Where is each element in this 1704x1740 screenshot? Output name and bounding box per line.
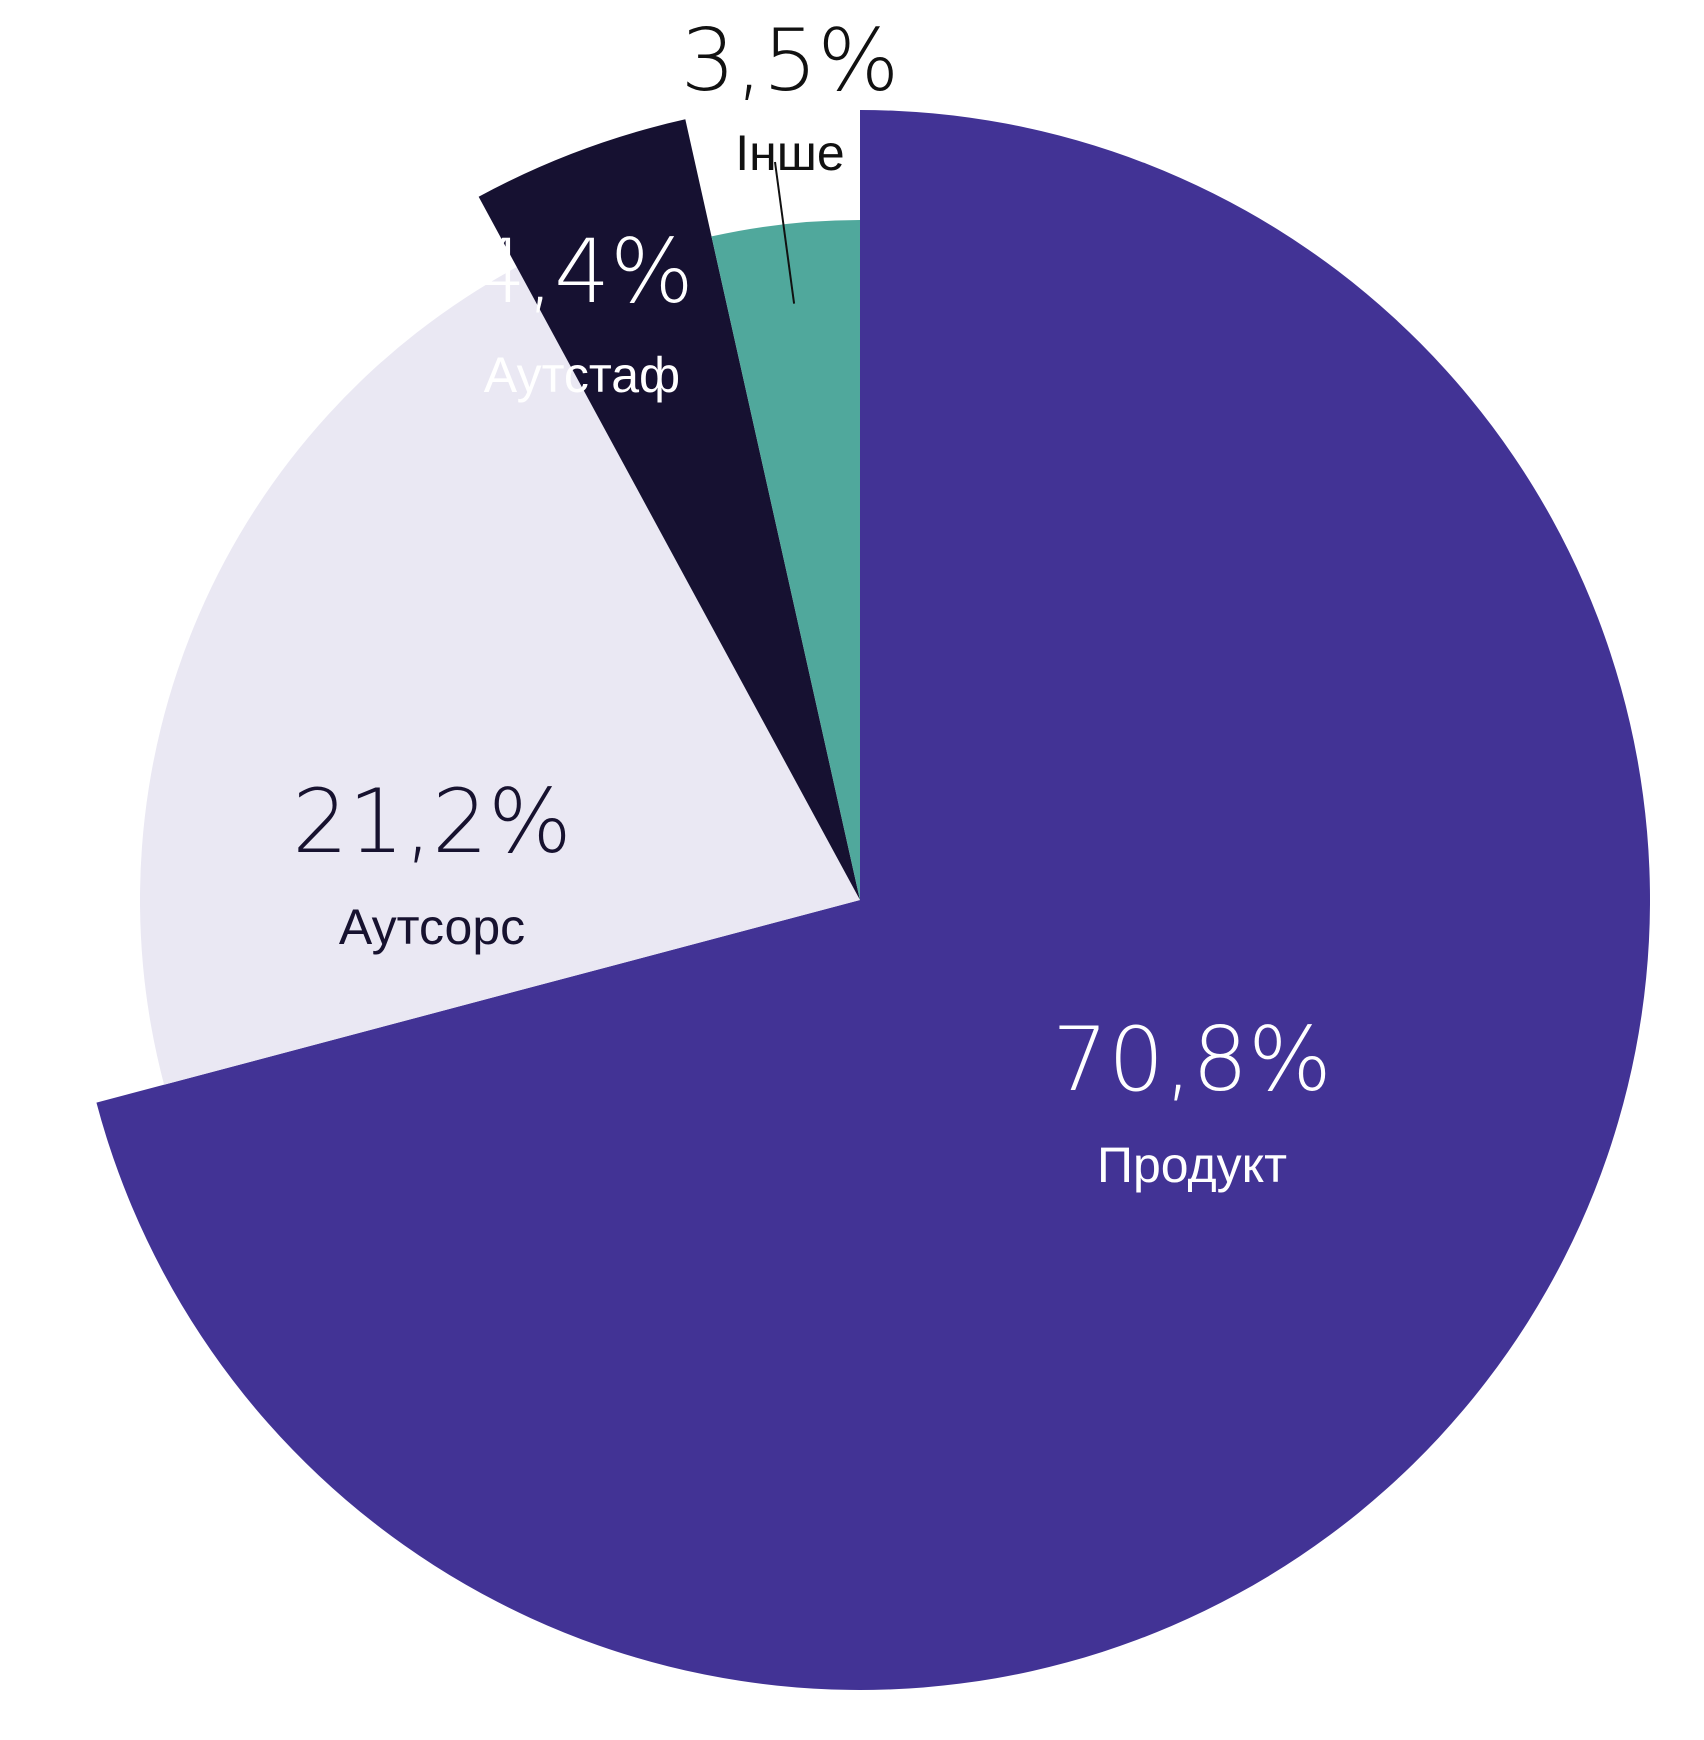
slice-value-label: 21,2%	[292, 770, 572, 873]
pie-slice	[96, 110, 1651, 1690]
slice-category-label: Аутстаф	[484, 347, 680, 403]
slice-category-label: Продукт	[1097, 1137, 1287, 1193]
slice-value-label: 4,4%	[470, 220, 694, 323]
pie-slice	[711, 220, 860, 900]
slice-value-label: 3,5%	[681, 11, 900, 111]
pie-slices	[96, 110, 1651, 1690]
leader-lines	[774, 161, 796, 304]
pie-slice	[140, 267, 860, 1085]
slice-labels: 70,8% Продукт 21,2% Аутсорс 4,4% Аутстаф 3,5% І…	[292, 11, 1332, 1193]
slice-category-label: Інше	[735, 125, 844, 181]
slice-category-label: Аутсорс	[339, 899, 525, 955]
slice-value-label: 70,8%	[1052, 1008, 1332, 1111]
pie-slice	[478, 119, 860, 900]
leader-line	[774, 161, 796, 304]
